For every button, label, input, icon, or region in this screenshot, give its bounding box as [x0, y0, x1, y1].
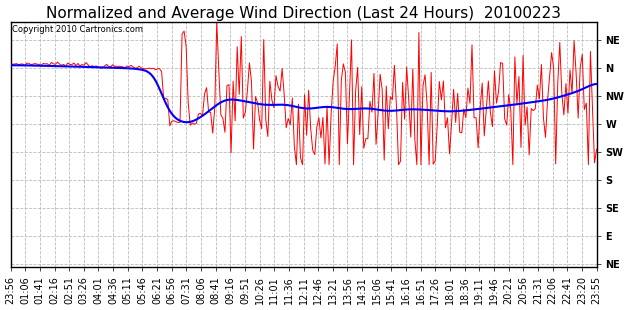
Title: Normalized and Average Wind Direction (Last 24 Hours)  20100223: Normalized and Average Wind Direction (L… [46, 6, 561, 20]
Text: Copyright 2010 Cartronics.com: Copyright 2010 Cartronics.com [12, 25, 143, 34]
